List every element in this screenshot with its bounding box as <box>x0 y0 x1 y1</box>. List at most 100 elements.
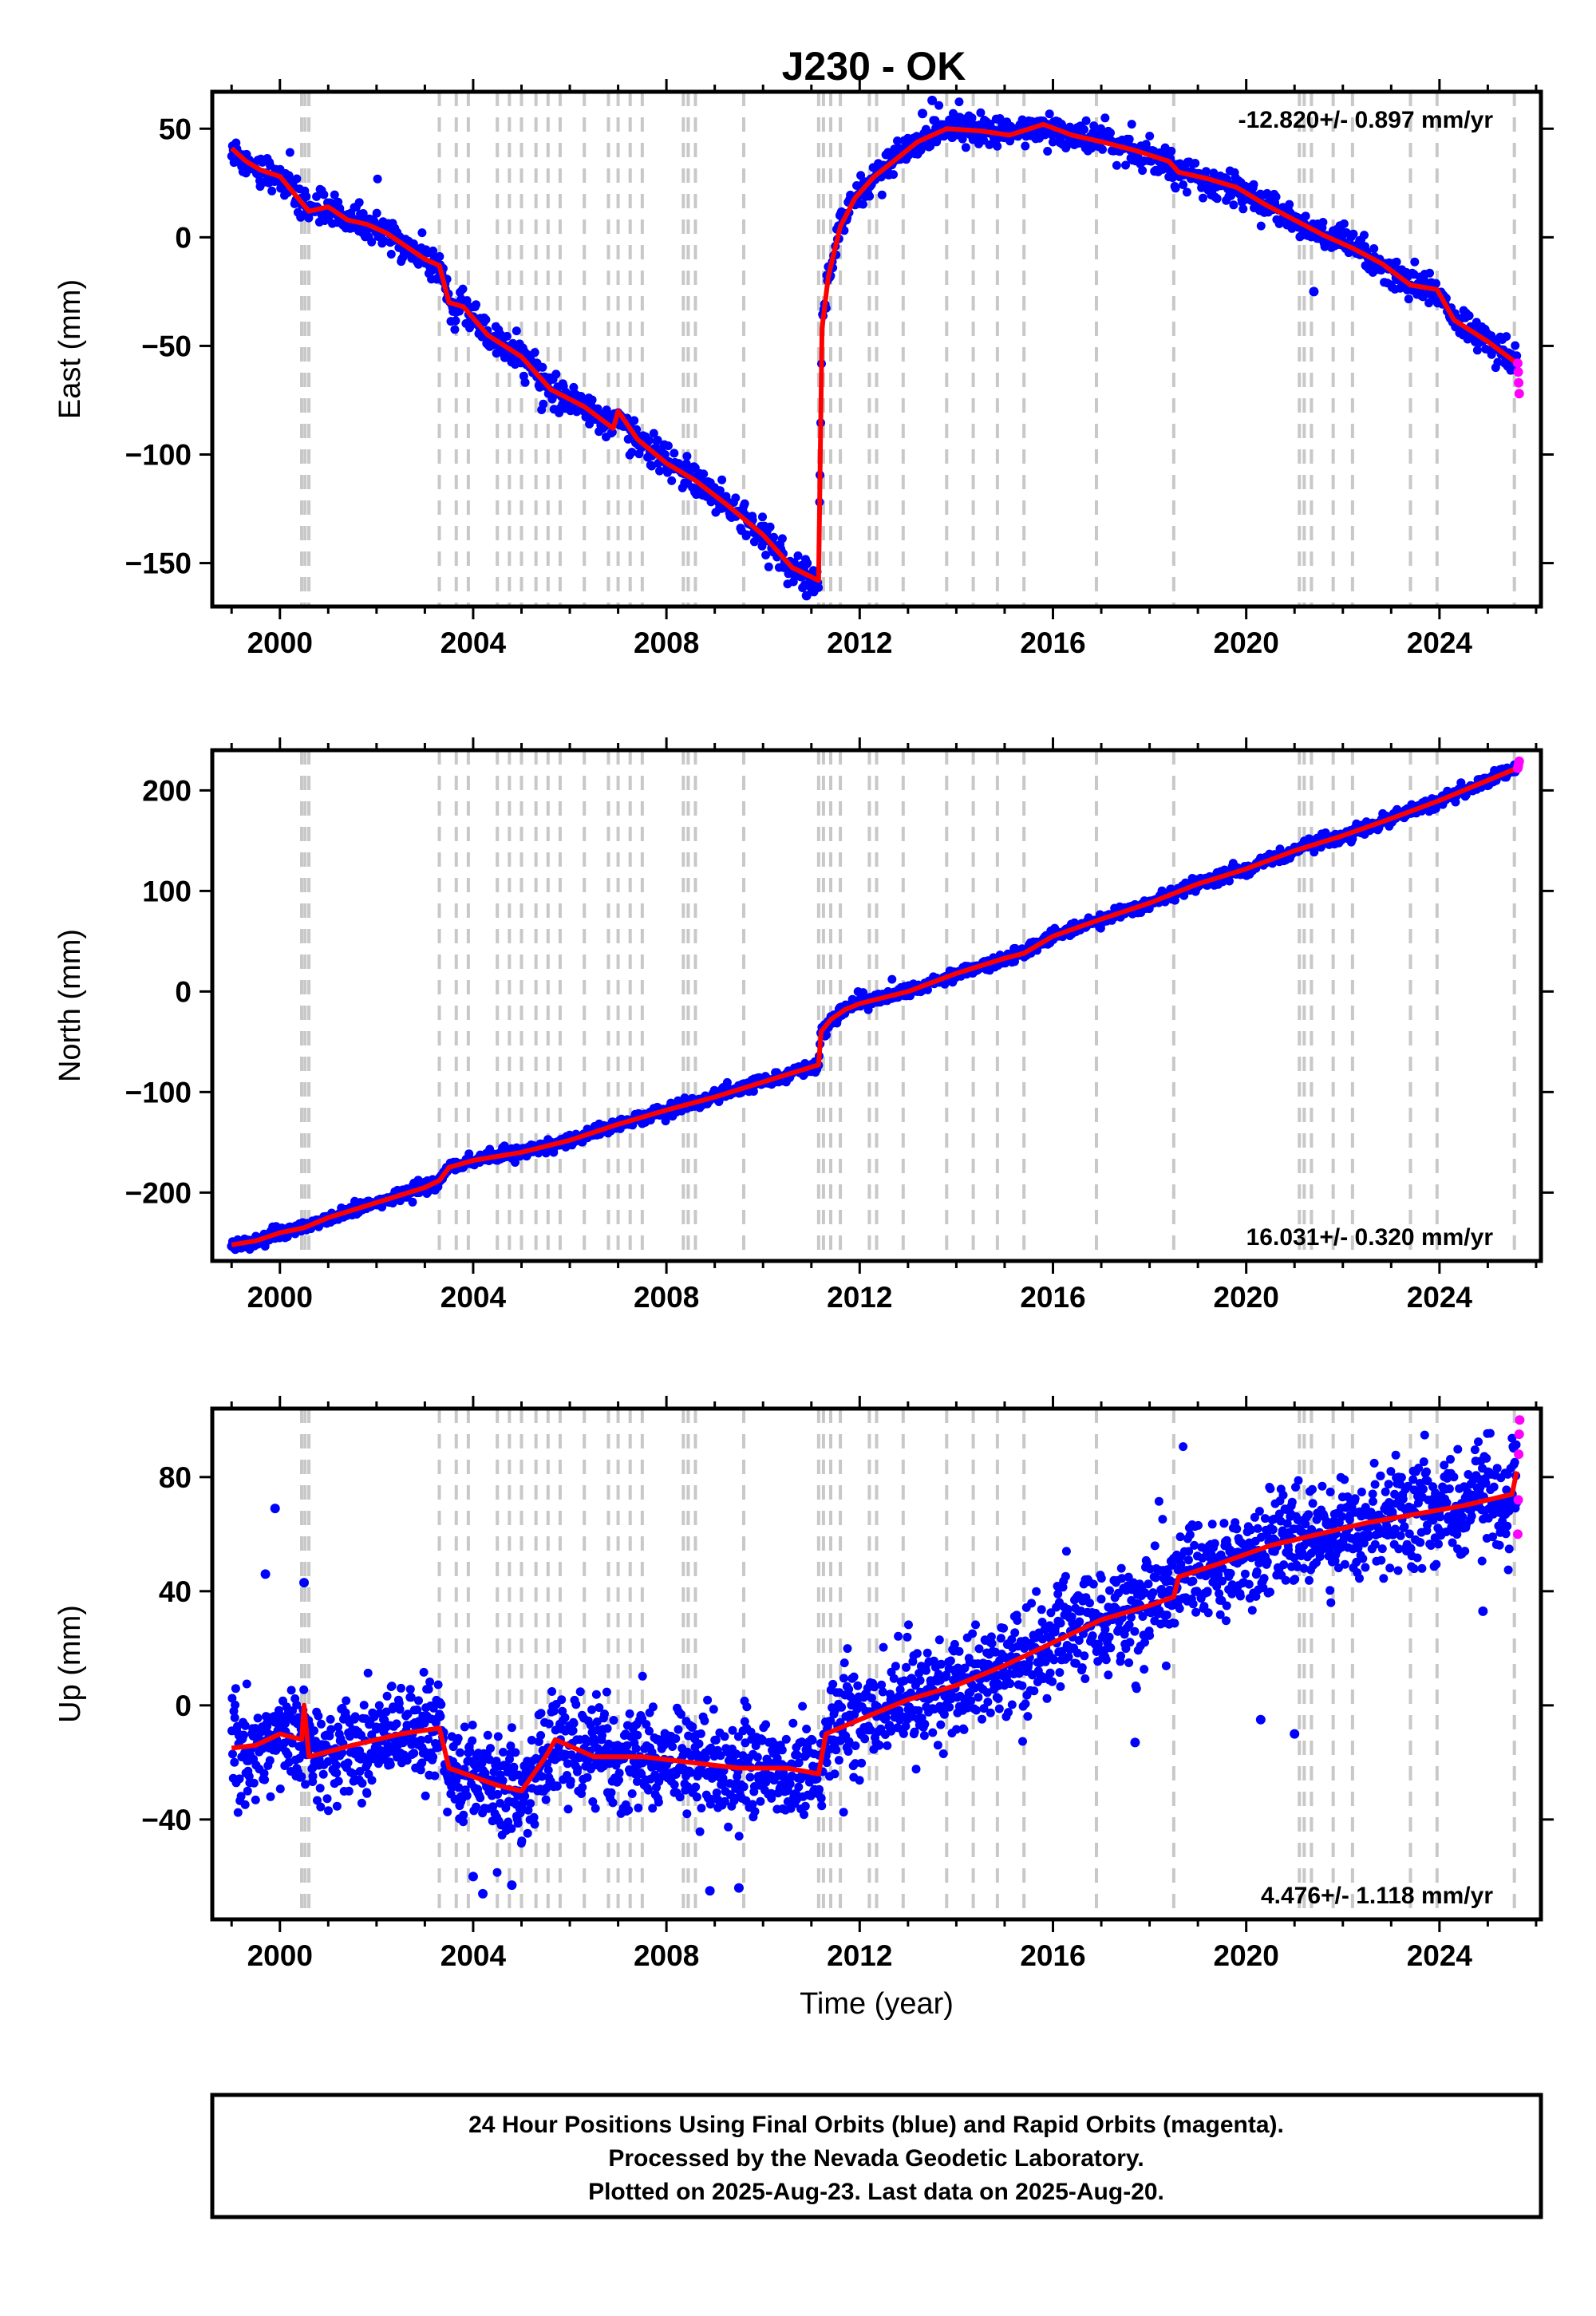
east-final-point <box>1360 231 1369 240</box>
up-final-point <box>448 1782 457 1792</box>
up-final-point <box>299 1685 309 1694</box>
up-final-point <box>822 1758 832 1768</box>
up-final-point <box>696 1729 705 1738</box>
up-final-point <box>529 1812 539 1822</box>
up-final-point <box>314 1711 323 1721</box>
east-final-point <box>330 190 339 200</box>
up-final-point <box>895 1685 905 1694</box>
east-final-point <box>1229 200 1238 210</box>
north-final-point <box>1225 876 1234 886</box>
up-final-point <box>456 1748 465 1757</box>
east-final-point <box>889 170 899 180</box>
east-final-point <box>373 174 382 184</box>
up-final-point <box>385 1760 395 1769</box>
east-final-point <box>372 208 381 218</box>
east-xtick-label-2012: 2012 <box>827 626 892 659</box>
north-xtick-label-2012: 2012 <box>827 1281 892 1314</box>
north-model-line <box>231 765 1518 1247</box>
up-final-point <box>240 1800 250 1809</box>
up-final-point <box>815 1784 824 1794</box>
up-final-point <box>668 1742 678 1751</box>
north-ytick-label: 200 <box>142 774 192 807</box>
up-final-point <box>397 1683 405 1693</box>
up-final-point <box>350 1712 360 1721</box>
up-final-point <box>614 1769 624 1778</box>
up-final-point <box>459 1810 468 1820</box>
east-final-point <box>1472 346 1482 355</box>
up-final-point <box>720 1796 729 1806</box>
up-final-point <box>772 1753 782 1763</box>
east-final-point <box>472 300 480 310</box>
east-final-point <box>1021 141 1030 151</box>
up-final-point <box>648 1702 658 1712</box>
east-final-point <box>893 136 902 145</box>
north-final-point <box>722 1077 732 1087</box>
east-final-point <box>1404 294 1413 304</box>
up-final-point <box>750 1807 760 1816</box>
east-final-point <box>1199 193 1207 203</box>
east-final-point <box>1271 192 1281 202</box>
up-final-point <box>292 1700 302 1709</box>
up-final-point <box>566 1777 575 1786</box>
up-final-point <box>359 1701 369 1710</box>
up-final-point <box>402 1756 412 1765</box>
north-xtick-label-2004: 2004 <box>440 1281 507 1314</box>
up-final-point <box>645 1726 654 1736</box>
up-final-point <box>557 1695 567 1705</box>
east-final-point <box>409 239 418 248</box>
east-final-point <box>1285 200 1294 209</box>
east-final-point <box>1098 144 1107 154</box>
north-final-point <box>408 1197 417 1207</box>
up-final-point <box>235 1774 244 1784</box>
east-final-point <box>1256 221 1266 231</box>
up-final-point <box>462 1791 472 1800</box>
east-final-point <box>667 476 677 485</box>
east-rapid-point-1 <box>1513 367 1523 377</box>
up-final-point <box>383 1741 393 1750</box>
east-final-point <box>1043 147 1053 156</box>
up-final-point <box>310 1726 319 1736</box>
east-final-point <box>302 192 311 201</box>
east-ylabel: East (mm) <box>53 279 87 419</box>
north-ytick-label: 0 <box>175 975 192 1008</box>
up-final-point <box>231 1684 240 1694</box>
up-final-point <box>253 1713 263 1723</box>
north-xtick-label-2024: 2024 <box>1407 1281 1473 1314</box>
up-final-point <box>317 1719 326 1729</box>
up-final-point <box>602 1724 612 1733</box>
up-final-point <box>484 1755 494 1765</box>
east-final-point <box>1201 167 1211 176</box>
north-xtick-label-2016: 2016 <box>1020 1281 1085 1314</box>
up-final-point <box>899 1729 908 1738</box>
north-ytick-label: −200 <box>125 1176 192 1209</box>
up-final-point <box>622 1741 632 1750</box>
east-xtick-label-2020: 2020 <box>1214 626 1279 659</box>
up-final-point <box>675 1792 685 1802</box>
north-ytick-label: 100 <box>142 875 192 907</box>
up-final-point <box>591 1804 600 1813</box>
up-final-point <box>834 1756 843 1765</box>
east-final-point <box>1249 180 1258 189</box>
up-final-point <box>802 1725 812 1733</box>
up-final-point <box>711 1735 721 1745</box>
up-final-point <box>460 1722 469 1732</box>
east-final-point <box>976 108 986 117</box>
up-final-point <box>430 1771 440 1780</box>
up-final-point <box>506 1741 516 1751</box>
up-final-point <box>794 1782 804 1792</box>
east-final-point <box>1191 159 1200 168</box>
east-final-point <box>967 113 977 123</box>
up-final-point <box>514 1770 523 1780</box>
east-final-point <box>653 436 662 445</box>
up-final-point <box>889 1674 899 1683</box>
up-final-point <box>740 1717 749 1726</box>
up-final-point <box>297 1772 306 1781</box>
east-final-point <box>630 416 639 425</box>
up-final-point <box>472 1764 481 1773</box>
up-final-point <box>530 1820 539 1829</box>
up-final-point <box>832 1745 841 1755</box>
east-model-line <box>230 121 1519 583</box>
east-final-point <box>1318 218 1328 227</box>
east-final-point <box>1464 311 1474 321</box>
